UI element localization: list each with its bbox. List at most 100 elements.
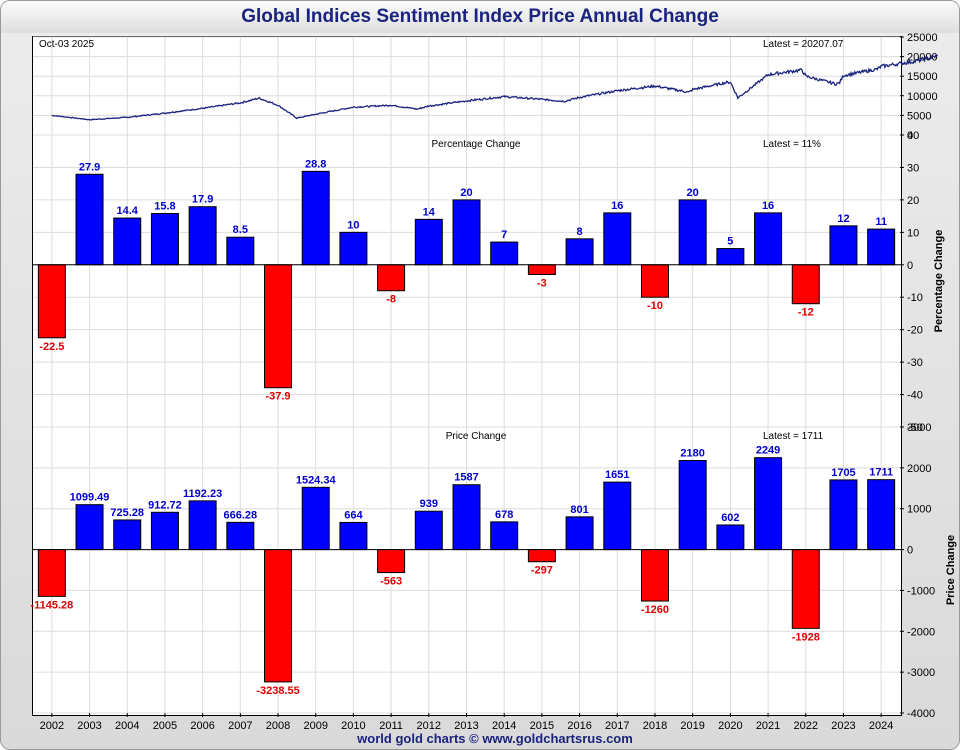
- data-label-2012: 14: [423, 206, 436, 218]
- bar-2016: [565, 238, 594, 266]
- bar-2018: [640, 264, 669, 298]
- x-tick-label-2022: 2022: [794, 720, 818, 732]
- x-tick-label-2017: 2017: [605, 720, 629, 732]
- data-label-2007: 8.5: [233, 224, 248, 236]
- data-label-2018: -10: [647, 300, 663, 312]
- x-tick-label-2013: 2013: [454, 720, 478, 732]
- data-label-2010: 10: [347, 219, 359, 231]
- data-label-2022: -1928: [792, 631, 820, 643]
- bar-2010: [339, 231, 368, 266]
- bar-2024: [867, 228, 896, 266]
- data-label-2004: 725.28: [110, 507, 144, 519]
- bar-2022: [791, 264, 820, 305]
- data-label-2022: -12: [798, 307, 814, 319]
- x-tick-label-2020: 2020: [718, 720, 742, 732]
- y-tick-label: 3000: [907, 422, 931, 434]
- bar-2019: [678, 199, 707, 266]
- latest-label: Latest = 1711: [763, 431, 824, 442]
- bar-2008: [264, 549, 293, 683]
- data-label-2015: -297: [531, 565, 553, 577]
- y-tick-label: 1000: [907, 504, 931, 516]
- y-tick-label: -3000: [907, 667, 935, 679]
- bar-2021: [754, 212, 783, 266]
- bar-2009: [301, 486, 330, 551]
- y-tick-label: -50: [907, 422, 923, 434]
- x-tick-label-2011: 2011: [379, 720, 403, 732]
- y-tick-label: -4000: [907, 708, 935, 720]
- panel-title: Price Change: [446, 431, 507, 442]
- y-tick-label: 40: [907, 130, 919, 142]
- x-tick-label-2024: 2024: [869, 720, 893, 732]
- data-label-2016: 801: [570, 504, 588, 516]
- data-label-2021: 16: [762, 200, 774, 212]
- y-tick-label: 30: [907, 162, 919, 174]
- data-label-2019: 2180: [680, 448, 704, 460]
- bar-2006: [188, 500, 217, 551]
- y-tick-label: -20: [907, 325, 923, 337]
- bar-2014: [490, 521, 519, 551]
- data-label-2017: 1651: [605, 469, 629, 481]
- bar-2018: [640, 549, 669, 602]
- x-tick-label-2015: 2015: [530, 720, 554, 732]
- bar-2003: [75, 504, 104, 551]
- data-label-2013: 20: [460, 187, 472, 199]
- data-label-2002: -22.5: [39, 341, 64, 353]
- y-tick-label: 25000: [907, 32, 938, 44]
- data-label-2014: 7: [501, 229, 507, 241]
- bar-2010: [339, 521, 368, 551]
- data-label-2002: -1145.28: [30, 599, 73, 611]
- bar-2006: [188, 206, 217, 266]
- y-tick-label: -1000: [907, 585, 935, 597]
- bar-2015: [527, 549, 556, 563]
- bar-2017: [603, 212, 632, 266]
- bar-2022: [791, 549, 820, 629]
- y-tick-label: 2000: [907, 463, 931, 475]
- data-label-2010: 664: [344, 509, 363, 521]
- data-label-2017: 16: [611, 200, 623, 212]
- data-label-2020: 5: [727, 236, 733, 248]
- data-label-2024: 1711: [869, 467, 893, 479]
- x-tick-label-2021: 2021: [756, 720, 780, 732]
- bar-2024: [867, 479, 896, 551]
- data-label-2011: -563: [380, 576, 402, 588]
- x-tick-label-2008: 2008: [266, 720, 290, 732]
- data-label-2019: 20: [687, 187, 699, 199]
- data-label-2008: -3238.55: [256, 685, 299, 697]
- data-label-2005: 15.8: [154, 201, 175, 213]
- bar-2002: [37, 264, 66, 339]
- footer-credit: world gold charts © www.goldchartsrus.co…: [357, 731, 633, 746]
- bar-2007: [226, 236, 255, 266]
- bar-2009: [301, 170, 330, 266]
- x-tick-label-2006: 2006: [190, 720, 214, 732]
- latest-price-label: Latest = 20207.07: [763, 39, 844, 50]
- x-tick-label-2018: 2018: [643, 720, 667, 732]
- y-tick-label: -2000: [907, 626, 935, 638]
- data-label-2006: 1192.23: [183, 488, 222, 500]
- x-tick-label-2002: 2002: [40, 720, 64, 732]
- bar-2012: [414, 510, 443, 551]
- y-tick-label: 10: [907, 227, 919, 239]
- data-label-2005: 912.72: [148, 499, 182, 511]
- bar-2020: [716, 524, 745, 551]
- bar-2004: [113, 217, 142, 266]
- bar-2011: [377, 549, 406, 574]
- y-tick-label: -10: [907, 292, 923, 304]
- x-tick-label-2003: 2003: [77, 720, 101, 732]
- data-label-2007: 666.28: [223, 509, 257, 521]
- data-label-2020: 602: [721, 512, 739, 524]
- bar-2003: [75, 173, 104, 266]
- bar-2020: [716, 248, 745, 266]
- y-tick-label: -30: [907, 357, 923, 369]
- price-series-line: [51, 54, 938, 121]
- data-label-2003: 27.9: [79, 161, 100, 173]
- chart-title: Global Indices Sentiment Index Price Ann…: [1, 1, 959, 33]
- y-tick-label: 10000: [907, 91, 938, 103]
- bar-2011: [377, 264, 406, 292]
- data-label-2024: 11: [875, 216, 887, 228]
- x-tick-label-2014: 2014: [492, 720, 516, 732]
- y-tick-label: 0: [907, 130, 913, 142]
- x-tick-label-2019: 2019: [680, 720, 704, 732]
- bar-2005: [150, 511, 179, 551]
